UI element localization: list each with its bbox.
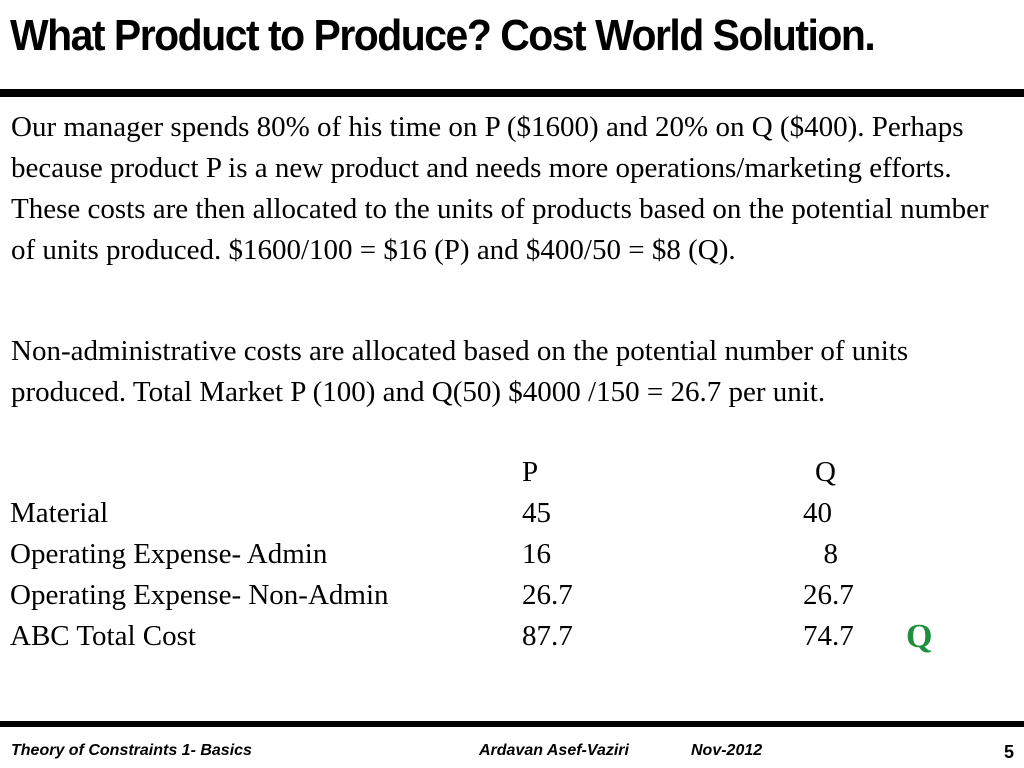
row-label: Operating Expense- Admin [10,538,328,570]
row-p-value: 87.7 [522,620,573,652]
header-q: Q [815,456,836,488]
row-q-value: 8 [823,538,839,570]
title-divider [0,89,1024,97]
row-p-value: 16 [522,538,551,570]
row-p-value: 45 [522,497,551,529]
paragraph-non-admin-allocation: Non-administrative costs are allocated b… [11,335,909,408]
row-q-value: 40 [803,497,832,529]
row-p-value: 26.7 [522,579,573,611]
footer-course-title: Theory of Constraints 1- Basics [11,742,252,759]
paragraph-admin-allocation: Our manager spends 80% of his time on P … [11,111,989,266]
header-p: P [522,456,539,488]
row-q-value: 26.7 [803,579,854,611]
footer-divider [0,721,1024,727]
slide-title: What Product to Produce? Cost World Solu… [10,11,876,60]
footer-author: Ardavan Asef-Vaziri [479,742,629,759]
row-q-value: 74.7 [803,620,854,652]
row-label: Operating Expense- Non-Admin [10,579,389,611]
best-product-label: Q [906,618,933,655]
footer-date: Nov-2012 [691,742,763,759]
row-label: Material [10,497,109,529]
row-label: ABC Total Cost [10,620,196,652]
page-number: 5 [1003,742,1014,762]
